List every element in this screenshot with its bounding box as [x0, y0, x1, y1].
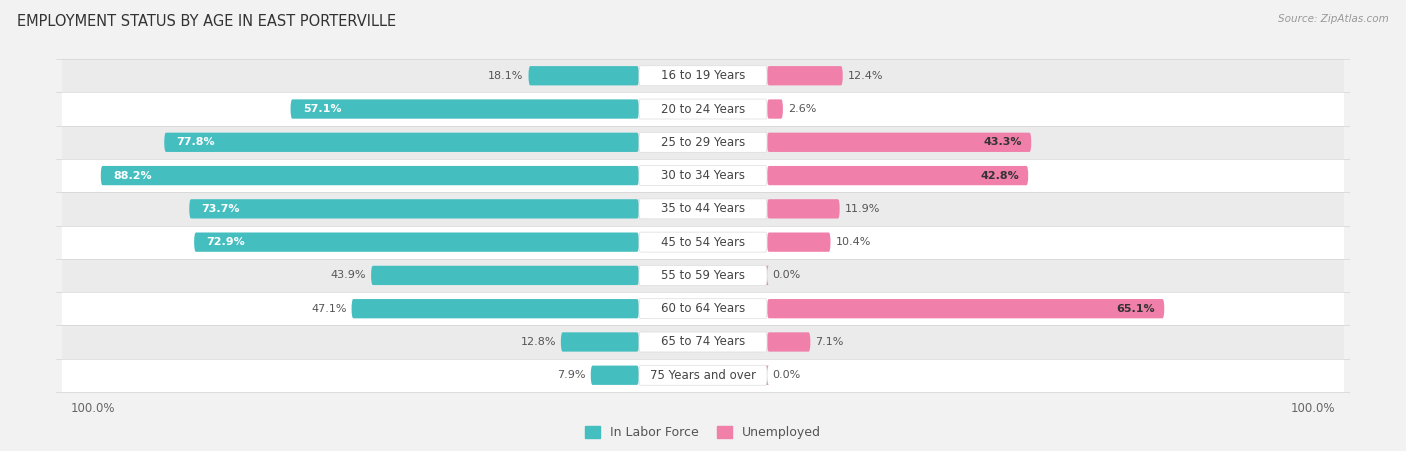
- Text: 25 to 29 Years: 25 to 29 Years: [661, 136, 745, 149]
- FancyBboxPatch shape: [62, 126, 1344, 159]
- FancyBboxPatch shape: [591, 366, 638, 385]
- FancyBboxPatch shape: [352, 299, 638, 318]
- Text: 20 to 24 Years: 20 to 24 Years: [661, 102, 745, 115]
- FancyBboxPatch shape: [638, 132, 768, 152]
- FancyBboxPatch shape: [62, 359, 1344, 392]
- FancyBboxPatch shape: [638, 365, 768, 385]
- FancyBboxPatch shape: [768, 66, 842, 85]
- Text: 16 to 19 Years: 16 to 19 Years: [661, 69, 745, 82]
- FancyBboxPatch shape: [768, 299, 1164, 318]
- Text: 0.0%: 0.0%: [772, 370, 800, 380]
- FancyBboxPatch shape: [768, 332, 810, 352]
- FancyBboxPatch shape: [638, 299, 768, 319]
- FancyBboxPatch shape: [62, 59, 1344, 92]
- FancyBboxPatch shape: [638, 166, 768, 185]
- FancyBboxPatch shape: [101, 166, 638, 185]
- Text: 18.1%: 18.1%: [488, 71, 523, 81]
- FancyBboxPatch shape: [765, 266, 769, 285]
- FancyBboxPatch shape: [62, 259, 1344, 292]
- FancyBboxPatch shape: [765, 366, 769, 385]
- FancyBboxPatch shape: [561, 332, 638, 352]
- FancyBboxPatch shape: [291, 99, 638, 119]
- FancyBboxPatch shape: [768, 99, 783, 119]
- Text: 10.4%: 10.4%: [835, 237, 870, 247]
- Text: EMPLOYMENT STATUS BY AGE IN EAST PORTERVILLE: EMPLOYMENT STATUS BY AGE IN EAST PORTERV…: [17, 14, 396, 28]
- Text: Source: ZipAtlas.com: Source: ZipAtlas.com: [1278, 14, 1389, 23]
- Text: 2.6%: 2.6%: [787, 104, 817, 114]
- FancyBboxPatch shape: [768, 166, 1028, 185]
- FancyBboxPatch shape: [190, 199, 638, 219]
- FancyBboxPatch shape: [638, 199, 768, 219]
- Text: 88.2%: 88.2%: [112, 170, 152, 180]
- FancyBboxPatch shape: [638, 99, 768, 119]
- Text: 12.8%: 12.8%: [520, 337, 555, 347]
- FancyBboxPatch shape: [638, 66, 768, 86]
- Text: 55 to 59 Years: 55 to 59 Years: [661, 269, 745, 282]
- FancyBboxPatch shape: [62, 92, 1344, 126]
- Text: 77.8%: 77.8%: [176, 137, 215, 147]
- FancyBboxPatch shape: [194, 232, 638, 252]
- FancyBboxPatch shape: [768, 199, 839, 219]
- Text: 7.1%: 7.1%: [815, 337, 844, 347]
- FancyBboxPatch shape: [371, 266, 638, 285]
- Text: 57.1%: 57.1%: [302, 104, 342, 114]
- FancyBboxPatch shape: [768, 133, 1031, 152]
- FancyBboxPatch shape: [768, 232, 831, 252]
- Text: 43.3%: 43.3%: [984, 137, 1022, 147]
- FancyBboxPatch shape: [638, 266, 768, 285]
- FancyBboxPatch shape: [62, 192, 1344, 226]
- Text: 35 to 44 Years: 35 to 44 Years: [661, 202, 745, 216]
- Text: 65 to 74 Years: 65 to 74 Years: [661, 336, 745, 349]
- Text: 30 to 34 Years: 30 to 34 Years: [661, 169, 745, 182]
- Text: 60 to 64 Years: 60 to 64 Years: [661, 302, 745, 315]
- FancyBboxPatch shape: [62, 292, 1344, 325]
- Text: 45 to 54 Years: 45 to 54 Years: [661, 235, 745, 249]
- Text: 75 Years and over: 75 Years and over: [650, 369, 756, 382]
- Text: 0.0%: 0.0%: [772, 271, 800, 281]
- Text: 65.1%: 65.1%: [1116, 304, 1156, 314]
- FancyBboxPatch shape: [529, 66, 638, 85]
- FancyBboxPatch shape: [62, 159, 1344, 192]
- Text: 12.4%: 12.4%: [848, 71, 883, 81]
- FancyBboxPatch shape: [638, 332, 768, 352]
- FancyBboxPatch shape: [62, 226, 1344, 259]
- Text: 11.9%: 11.9%: [845, 204, 880, 214]
- Text: 43.9%: 43.9%: [330, 271, 366, 281]
- Text: 42.8%: 42.8%: [980, 170, 1019, 180]
- Text: 72.9%: 72.9%: [207, 237, 245, 247]
- FancyBboxPatch shape: [62, 325, 1344, 359]
- Text: 7.9%: 7.9%: [557, 370, 586, 380]
- Legend: In Labor Force, Unemployed: In Labor Force, Unemployed: [578, 420, 828, 446]
- FancyBboxPatch shape: [638, 232, 768, 252]
- Text: 47.1%: 47.1%: [311, 304, 347, 314]
- Text: 73.7%: 73.7%: [201, 204, 240, 214]
- FancyBboxPatch shape: [165, 133, 638, 152]
